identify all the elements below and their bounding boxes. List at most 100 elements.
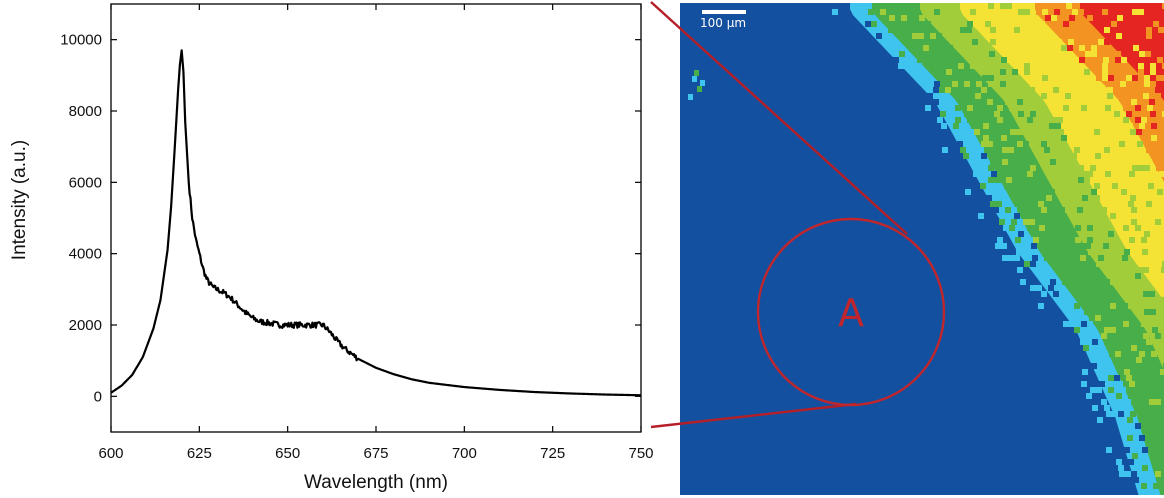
map-pixel [1106,129,1112,135]
map-pixel [1110,255,1116,261]
map-pixel [945,87,951,93]
map-pixel [1066,165,1072,171]
map-pixel [1113,87,1119,93]
map-pixel [1132,387,1138,393]
map-pixel [1156,9,1162,15]
map-pixel [1008,213,1014,219]
map-pixel [977,123,983,129]
map-pixel [1141,297,1147,303]
map-pixel [1048,231,1054,237]
y-tick-label: 4000 [69,246,102,263]
map-pixel [1042,75,1048,81]
map-pixel [997,117,1003,123]
x-tick-label: 600 [98,445,123,462]
map-pixel [929,123,935,129]
map-pixel [1005,99,1011,105]
map-pixel [967,21,973,27]
map-pixel [1032,201,1038,207]
map-pixel [1027,117,1033,123]
map-pixel [997,237,1003,243]
y-tick-label: 0 [94,388,102,405]
map-pixel [922,111,928,117]
map-pixel [1056,213,1062,219]
map-pixel [906,39,912,45]
scale-bar: 100 µm [700,10,746,30]
map-pixel [965,189,971,195]
map-pixel [1125,333,1131,339]
map-pixel [1120,453,1126,459]
map-pixel [1153,21,1159,27]
map-pixel [1114,9,1120,15]
map-pixel [1139,351,1145,357]
map-pixel [1135,105,1141,111]
map-pixel [1123,273,1129,279]
map-pixel [1135,225,1141,231]
map-pixel [1016,129,1022,135]
map-pixel [1058,183,1064,189]
map-pixel [1014,39,1020,45]
map-pixel [964,81,970,87]
map-pixel [1102,75,1108,81]
map-pixel [1088,249,1094,255]
map-pixel [1142,357,1148,363]
map-pixel [1021,21,1027,27]
map-pixel [1078,261,1084,267]
map-pixel [1146,213,1152,219]
map-pixel [1038,201,1044,207]
map-pixel [929,51,935,57]
map-pixel [1089,87,1095,93]
map-pixel [1118,447,1124,453]
spectrum-series-line [111,49,641,397]
map-pixel [1138,375,1144,381]
map-pixel [1141,321,1147,327]
map-pixel [1146,147,1152,153]
map-pixel [1143,219,1149,225]
map-pixel [1138,387,1144,393]
map-pixel [1062,159,1068,165]
map-pixel [1005,219,1011,225]
map-pixel [874,3,880,9]
map-pixel [1104,201,1110,207]
map-pixel [1096,261,1102,267]
map-pixel [1138,165,1144,171]
map-pixel [1125,315,1131,321]
map-pixel [1097,351,1103,357]
map-pixel [962,129,968,135]
map-pixel [1132,453,1138,459]
map-pixel [1097,243,1103,249]
map-pixel [1087,117,1093,123]
map-pixel [1008,255,1014,261]
map-pixel [1105,15,1111,21]
map-pixel [1063,21,1069,27]
map-pixel [1023,141,1029,147]
map-pixel [915,99,921,105]
map-pixel [952,9,958,15]
map-pixel [1011,219,1017,225]
map-pixel [1124,369,1130,375]
map-pixel [1113,429,1119,435]
map-pixel [1103,435,1109,441]
map-pixel [1085,363,1091,369]
map-pixel [977,57,983,63]
map-pixel [1006,3,1012,9]
map-pixel [1018,261,1024,267]
map-pixel [1000,81,1006,87]
map-pixel [976,111,982,117]
map-pixel [1085,57,1091,63]
map-pixel [973,171,979,177]
map-pixel [1054,9,1060,15]
map-pixel [1087,381,1093,387]
map-pixel [1126,75,1132,81]
map-pixel [881,57,887,63]
intensity-map-image [680,3,1164,495]
map-pixel [946,69,952,75]
map-pixel [1082,183,1088,189]
map-pixel [1150,111,1156,117]
map-pixel [997,105,1003,111]
map-speckle [694,70,699,76]
map-pixel [992,183,998,189]
map-pixel [1065,99,1071,105]
map-pixel [1015,237,1021,243]
map-pixel [1116,459,1122,465]
